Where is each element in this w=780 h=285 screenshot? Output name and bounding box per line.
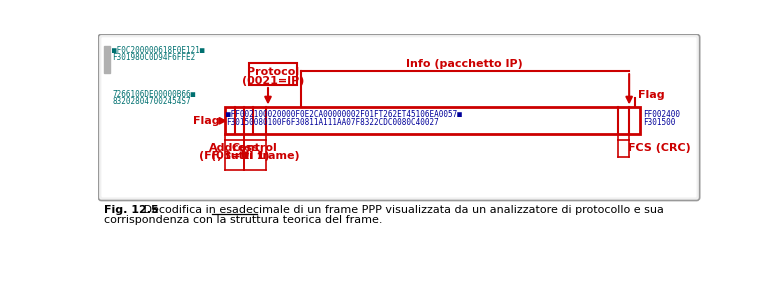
Text: FF002400: FF002400 bbox=[643, 110, 680, 119]
Text: corrispondenza con la struttura teorica del frame.: corrispondenza con la struttura teorica … bbox=[104, 215, 382, 225]
Text: Flag: Flag bbox=[193, 116, 219, 126]
Text: (03=UI frame): (03=UI frame) bbox=[211, 151, 300, 161]
Text: F30150080100F6F30811A111AA07F8322CDC0080C40027: F30150080100F6F30811A111AA07F8322CDC0080… bbox=[226, 118, 439, 127]
Bar bbox=[249, 64, 297, 85]
Text: F301980C0D94F6FFE2: F301980C0D94F6FFE2 bbox=[112, 53, 196, 62]
Text: Flag: Flag bbox=[638, 90, 665, 100]
Text: (FF, tutti 1): (FF, tutti 1) bbox=[200, 151, 270, 161]
Text: 7266106DE00000B66■: 7266106DE00000B66■ bbox=[112, 90, 196, 99]
FancyBboxPatch shape bbox=[101, 37, 697, 198]
Text: Info (pacchetto IP): Info (pacchetto IP) bbox=[406, 59, 523, 69]
FancyBboxPatch shape bbox=[98, 34, 700, 201]
Text: Control: Control bbox=[232, 143, 278, 153]
Bar bbox=[105, 46, 110, 73]
Text: Decodifica in esadecimale di un frame PPP visualizzata da un analizzatore di pro: Decodifica in esadecimale di un frame PP… bbox=[140, 205, 664, 215]
Text: Protocol: Protocol bbox=[247, 66, 299, 77]
Text: ■FF002100020000F0E2CA00000002F01FT262ET45106EA0057■: ■FF002100020000F0E2CA00000002F01FT262ET4… bbox=[226, 110, 462, 119]
Text: Address: Address bbox=[209, 143, 260, 153]
Text: ■F0C200000618F0E121■: ■F0C200000618F0E121■ bbox=[112, 46, 204, 55]
Text: (0021=IP): (0021=IP) bbox=[242, 76, 304, 86]
Text: F301500: F301500 bbox=[643, 118, 675, 127]
Text: FCS (CRC): FCS (CRC) bbox=[628, 143, 690, 153]
Bar bbox=[225, 107, 640, 134]
Text: Fig. 12.5: Fig. 12.5 bbox=[104, 205, 158, 215]
Text: 832028047002454S7: 832028047002454S7 bbox=[112, 97, 191, 105]
